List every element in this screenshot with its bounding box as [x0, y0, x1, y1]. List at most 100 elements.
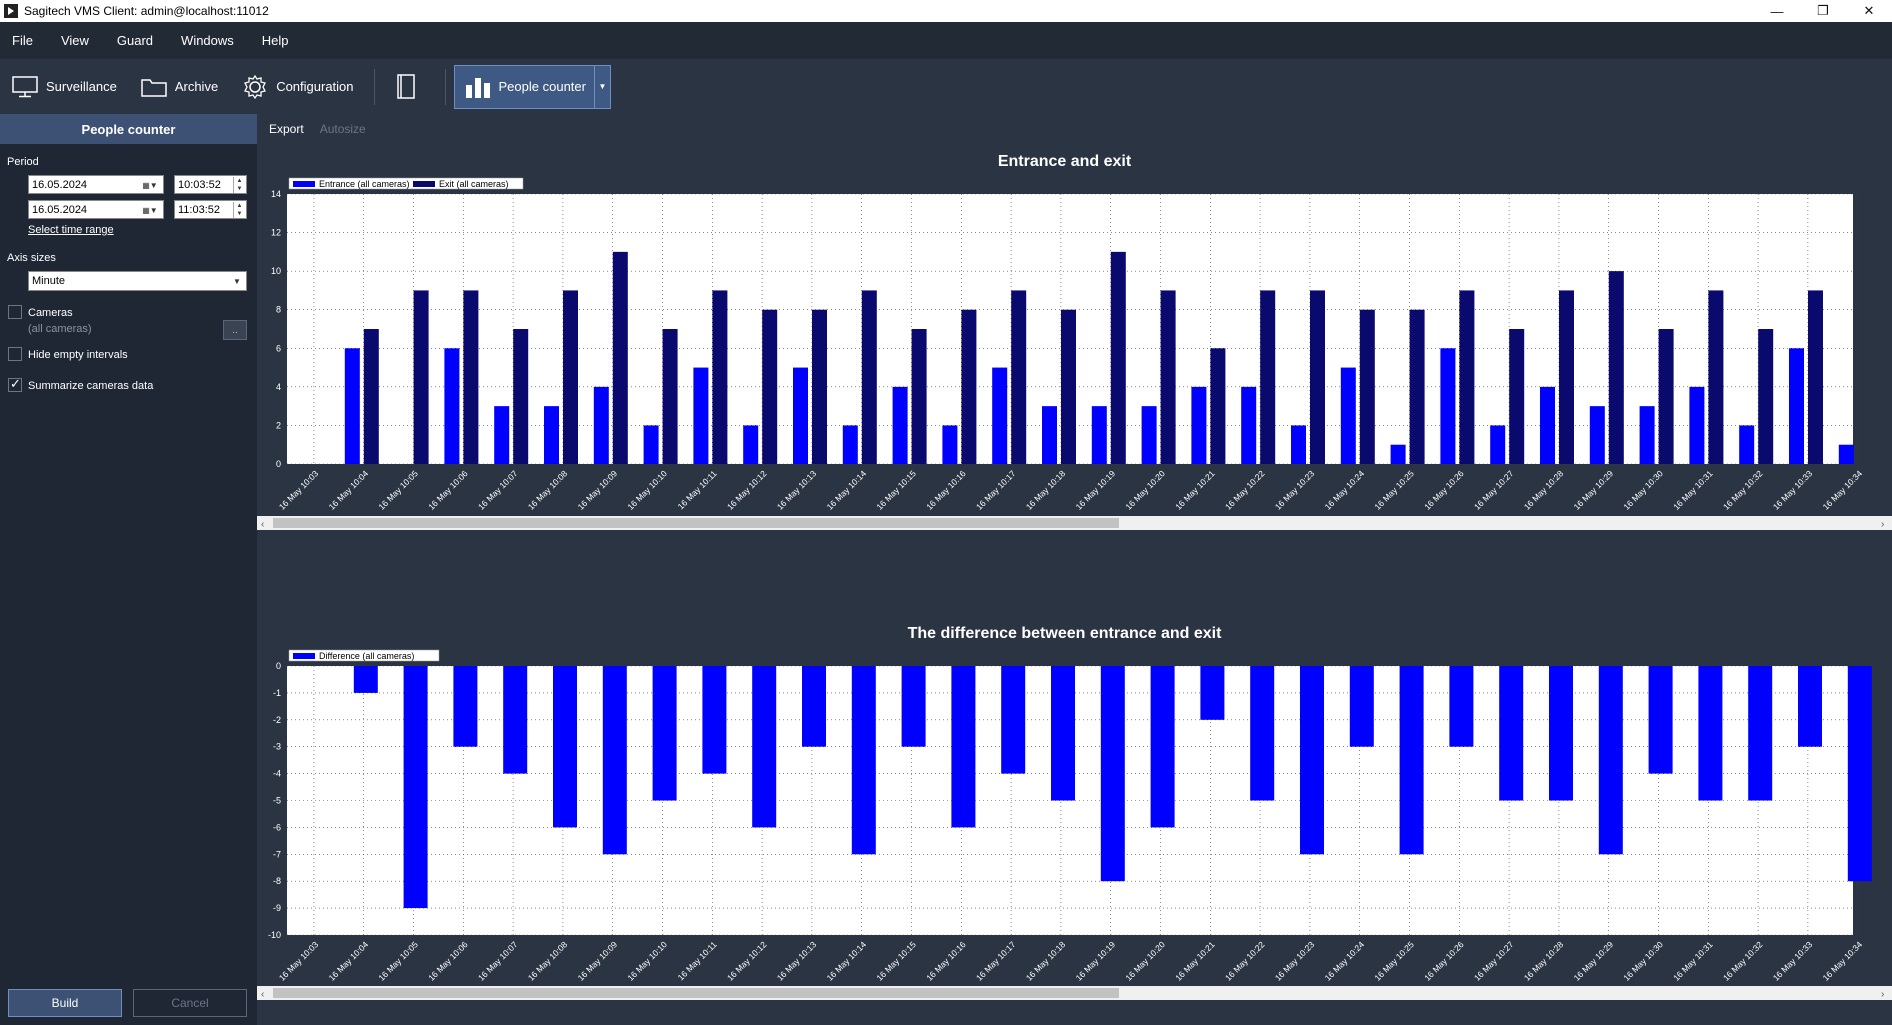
chart-bar — [662, 329, 678, 464]
x-tick-label: 16 May 10:04 — [327, 939, 371, 983]
chart-bar — [1490, 425, 1506, 464]
x-tick-label: 16 May 10:19 — [1074, 468, 1118, 512]
chart-bar — [1689, 386, 1705, 464]
y-tick-label: 14 — [271, 189, 281, 199]
x-tick-label: 16 May 10:27 — [1472, 468, 1516, 512]
chart-bar — [1459, 290, 1475, 464]
menu-guard[interactable]: Guard — [116, 33, 154, 48]
horizontal-scrollbar[interactable]: ‹ › — [257, 516, 1892, 530]
autosize-button[interactable]: Autosize — [319, 122, 366, 136]
hide-empty-checkbox[interactable] — [8, 347, 22, 361]
select-time-range-link[interactable]: Select time range — [28, 224, 114, 236]
start-time-field[interactable]: 10:03:52 ▲ ▼ — [174, 175, 247, 194]
legend-label: Exit (all cameras) — [439, 179, 509, 189]
x-tick-label: 16 May 10:16 — [924, 939, 968, 983]
configuration-button[interactable]: Configuration — [230, 65, 365, 109]
cameras-value: (all cameras) — [28, 323, 92, 335]
chart-bar — [712, 290, 728, 464]
chart-legend: Difference (all cameras) — [288, 649, 440, 662]
calendar-dropdown-icon[interactable]: ▦▼ — [142, 180, 158, 190]
chart-bar — [743, 425, 759, 464]
x-tick-label: 16 May 10:18 — [1024, 939, 1068, 983]
x-tick-label: 16 May 10:07 — [476, 468, 520, 512]
choose-cameras-button[interactable]: .. — [223, 320, 247, 340]
x-tick-label: 16 May 10:26 — [1422, 939, 1466, 983]
x-tick-label: 16 May 10:20 — [1123, 939, 1167, 983]
surveillance-button[interactable]: Surveillance — [0, 65, 129, 109]
people-counter-button[interactable]: People counter ▼ — [453, 64, 611, 109]
minimize-icon[interactable]: — — [1770, 3, 1784, 19]
chart-bar — [1150, 666, 1175, 828]
menu-windows[interactable]: Windows — [181, 33, 234, 48]
x-tick-label: 16 May 10:23 — [1273, 939, 1317, 983]
chart-bar — [1200, 666, 1225, 720]
difference-chart: The difference between entrance and exit… — [257, 625, 1892, 1000]
y-tick-label: -3 — [273, 742, 281, 752]
y-tick-label: -6 — [273, 822, 281, 832]
end-date-field[interactable]: 16.05.2024 ▦▼ — [28, 200, 164, 219]
folder-icon — [141, 78, 167, 97]
chart-bar — [812, 309, 827, 464]
calendar-dropdown-icon[interactable]: ▦▼ — [142, 205, 158, 215]
legend-swatch — [293, 181, 315, 187]
spinner-icon[interactable]: ▲ ▼ — [233, 202, 245, 218]
end-time-value: 11:03:52 — [178, 203, 221, 216]
chart-bar — [702, 666, 727, 774]
cancel-button[interactable]: Cancel — [133, 989, 247, 1017]
chart-bar — [1191, 386, 1207, 464]
y-tick-label: -4 — [273, 769, 281, 779]
chart-bar — [793, 367, 808, 464]
x-tick-label: 16 May 10:13 — [775, 468, 819, 512]
close-icon[interactable]: ✕ — [1863, 3, 1875, 18]
x-tick-label: 16 May 10:08 — [526, 939, 570, 983]
export-button[interactable]: Export — [269, 122, 304, 136]
start-date-value: 16.05.2024 — [32, 178, 88, 191]
end-time-field[interactable]: 11:03:52 ▲ ▼ — [174, 200, 247, 219]
chart-bar — [1698, 666, 1723, 801]
menu-help[interactable]: Help — [261, 33, 289, 48]
axis-size-select[interactable]: Minute ▼ — [28, 271, 247, 291]
chart-bar — [1798, 666, 1822, 747]
x-tick-label: 16 May 10:06 — [426, 939, 470, 983]
chart-bar — [1440, 348, 1456, 464]
x-tick-label: 16 May 10:23 — [1273, 468, 1317, 512]
spinner-icon[interactable]: ▲ ▼ — [233, 177, 245, 193]
chart-bar — [1589, 406, 1605, 464]
legend-swatch — [413, 181, 435, 187]
chart-bar — [503, 666, 528, 774]
cameras-label: Cameras — [28, 307, 73, 319]
chart-bar — [1160, 290, 1176, 464]
menu-file[interactable]: File — [12, 33, 33, 48]
entrance-exit-chart: Entrance and exit 0 2 4 6 8 10 12 14 16 May 10:03… — [257, 153, 1892, 530]
chevron-down-icon[interactable]: ▼ — [593, 64, 610, 109]
y-tick-label: 10 — [271, 266, 281, 276]
x-tick-label: 16 May 10:21 — [1173, 468, 1217, 512]
x-tick-label: 16 May 10:11 — [676, 939, 719, 982]
horizontal-scrollbar[interactable]: ‹ › — [257, 986, 1892, 1000]
configuration-label: Configuration — [276, 79, 354, 94]
build-button[interactable]: Build — [8, 989, 122, 1017]
archive-button[interactable]: Archive — [129, 65, 230, 109]
chart-bar — [1340, 367, 1356, 464]
x-tick-label: 16 May 10:04 — [327, 468, 371, 512]
x-tick-label: 16 May 10:28 — [1522, 468, 1566, 512]
cameras-checkbox[interactable] — [8, 305, 22, 319]
legend-swatch — [293, 653, 315, 659]
chart-bar — [1291, 425, 1306, 464]
book-button[interactable] — [383, 65, 437, 109]
axis-sizes-label: Axis sizes — [7, 252, 56, 264]
chart-bar — [602, 666, 627, 855]
chart-bar — [1310, 290, 1325, 464]
chart-bar — [1409, 309, 1425, 464]
menu-view[interactable]: View — [60, 33, 89, 48]
chevron-down-icon[interactable]: ▼ — [233, 276, 241, 286]
window-title: Sagitech VMS Client: admin@localhost:110… — [24, 4, 269, 18]
chart-bar — [453, 666, 478, 747]
restore-icon[interactable]: ❐ — [1817, 3, 1829, 18]
x-tick-label: 16 May 10:17 — [974, 468, 1018, 512]
chart-bar — [842, 425, 858, 464]
chart-title: Entrance and exit — [998, 153, 1132, 170]
x-tick-label: 16 May 10:28 — [1522, 939, 1566, 983]
summarize-checkbox[interactable] — [8, 376, 22, 392]
start-date-field[interactable]: 16.05.2024 ▦▼ — [28, 175, 164, 194]
